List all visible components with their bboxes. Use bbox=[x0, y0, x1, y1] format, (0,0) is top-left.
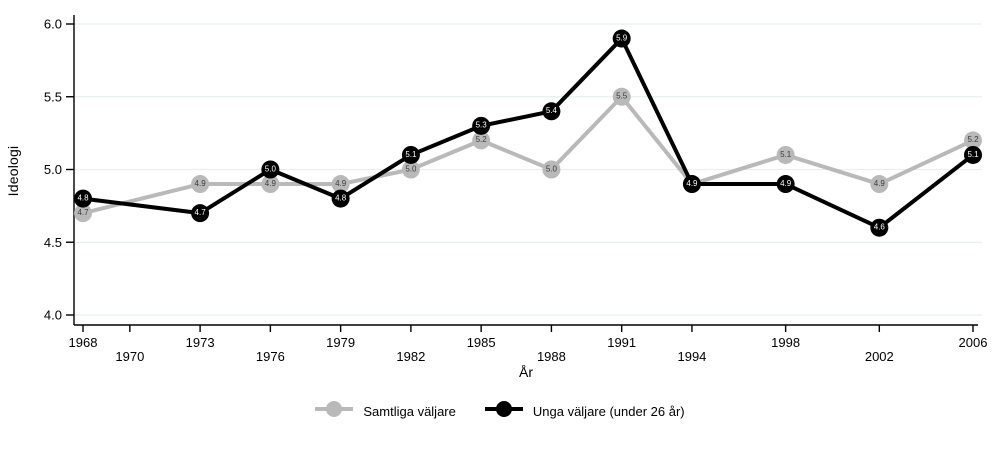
gray-line-marker-icon bbox=[314, 400, 354, 423]
x-tick-label: 2002 bbox=[865, 349, 894, 364]
x-axis-ticks: 1968 1970 1973 1976 1979 1982 1985 1988 1991 1994… bbox=[69, 325, 988, 364]
data-marker bbox=[261, 160, 280, 179]
data-marker bbox=[776, 175, 795, 194]
data-label: 4.8 bbox=[335, 193, 347, 202]
x-axis-title: År bbox=[519, 364, 533, 380]
data-marker bbox=[870, 218, 889, 237]
series-line bbox=[82, 94, 974, 216]
data-label: 5.0 bbox=[405, 164, 417, 173]
x-tick-label: 1994 bbox=[677, 349, 706, 364]
black-line-marker-icon bbox=[484, 400, 524, 423]
x-tick-label: 1979 bbox=[326, 335, 355, 350]
data-label: 5.3 bbox=[476, 121, 488, 130]
data-marker bbox=[74, 204, 92, 223]
data-marker bbox=[612, 87, 631, 106]
data-label: 4.7 bbox=[77, 208, 89, 217]
gridlines bbox=[74, 23, 982, 316]
data-marker bbox=[542, 102, 561, 121]
data-label: 5.1 bbox=[780, 150, 792, 159]
data-marker bbox=[331, 189, 350, 208]
data-marker bbox=[542, 160, 561, 179]
legend-item-unga-valjare: Unga väljare (under 26 år) bbox=[484, 400, 685, 423]
x-tick-label: 1973 bbox=[186, 335, 215, 350]
legend-label: Samtliga väljare bbox=[363, 404, 456, 419]
y-tick-label: 4.5 bbox=[44, 235, 62, 250]
x-tick-label: 1968 bbox=[69, 335, 98, 350]
x-tick-label: 2006 bbox=[959, 335, 988, 350]
data-label: 5.5 bbox=[616, 92, 628, 101]
data-label: 4.9 bbox=[780, 179, 792, 188]
y-tick-label: 5.0 bbox=[44, 162, 62, 177]
data-label: 4.8 bbox=[77, 193, 89, 202]
data-label: 5.4 bbox=[546, 106, 558, 115]
legend: Samtliga väljare Unga väljare (under 26 … bbox=[0, 400, 999, 423]
x-tick-label: 1988 bbox=[537, 349, 566, 364]
data-marker bbox=[331, 175, 350, 194]
data-marker bbox=[191, 204, 210, 223]
data-label: 4.9 bbox=[265, 179, 277, 188]
data-marker bbox=[401, 160, 420, 179]
data-label: 5.2 bbox=[967, 135, 979, 144]
data-marker bbox=[261, 175, 280, 194]
data-label: 4.9 bbox=[195, 179, 207, 188]
data-marker bbox=[964, 145, 982, 164]
data-label: 4.9 bbox=[874, 179, 886, 188]
data-label: 4.6 bbox=[874, 223, 886, 232]
data-marker bbox=[74, 189, 92, 208]
y-tick-label: 4.0 bbox=[44, 308, 62, 323]
data-marker bbox=[776, 145, 795, 164]
data-label: 5.9 bbox=[616, 33, 628, 42]
data-label: 5.0 bbox=[546, 164, 558, 173]
data-label: 5.0 bbox=[265, 164, 277, 173]
data-marker bbox=[870, 175, 889, 194]
series-line bbox=[82, 36, 975, 230]
plot-area: 4.04.55.05.56.01968197019731976197919821… bbox=[44, 15, 988, 380]
y-tick-label: 5.5 bbox=[44, 89, 62, 104]
data-marker bbox=[472, 131, 491, 150]
data-marker bbox=[401, 145, 420, 164]
data-marker bbox=[682, 175, 701, 194]
series-unga-valjare: 4.8 4.7 5.0 4.8 5.1 5.3 5.4 5.9 4.9 4.9 4.6 5.1 bbox=[74, 29, 982, 237]
legend-label: Unga väljare (under 26 år) bbox=[532, 404, 685, 419]
data-marker bbox=[612, 29, 631, 48]
y-tick-label: 6.0 bbox=[44, 17, 62, 32]
x-tick-label: 1976 bbox=[256, 349, 285, 364]
y-axis-ticks: 4.0 4.5 5.0 5.5 6.0 bbox=[44, 17, 74, 323]
data-marker bbox=[191, 175, 210, 194]
data-label: 4.9 bbox=[335, 179, 347, 188]
data-label: 4.7 bbox=[195, 208, 207, 217]
x-tick-label: 1985 bbox=[467, 335, 496, 350]
x-tick-label: 1991 bbox=[607, 335, 636, 350]
x-tick-label: 1998 bbox=[771, 335, 800, 350]
series-samtliga-valjare: 4.7 4.9 4.9 4.9 5.0 5.2 5.0 5.5 4.9 5.1 4.9 5.2 bbox=[74, 87, 982, 223]
data-label: 5.2 bbox=[476, 135, 488, 144]
data-label: 5.1 bbox=[967, 150, 979, 159]
x-tick-label: 1982 bbox=[396, 349, 425, 364]
data-label: 4.9 bbox=[686, 179, 698, 188]
data-marker bbox=[472, 116, 491, 135]
data-label: 5.1 bbox=[405, 150, 417, 159]
data-marker bbox=[964, 131, 982, 150]
legend-item-samtliga-valjare: Samtliga väljare bbox=[314, 400, 456, 423]
x-tick-label: 1970 bbox=[115, 349, 144, 364]
